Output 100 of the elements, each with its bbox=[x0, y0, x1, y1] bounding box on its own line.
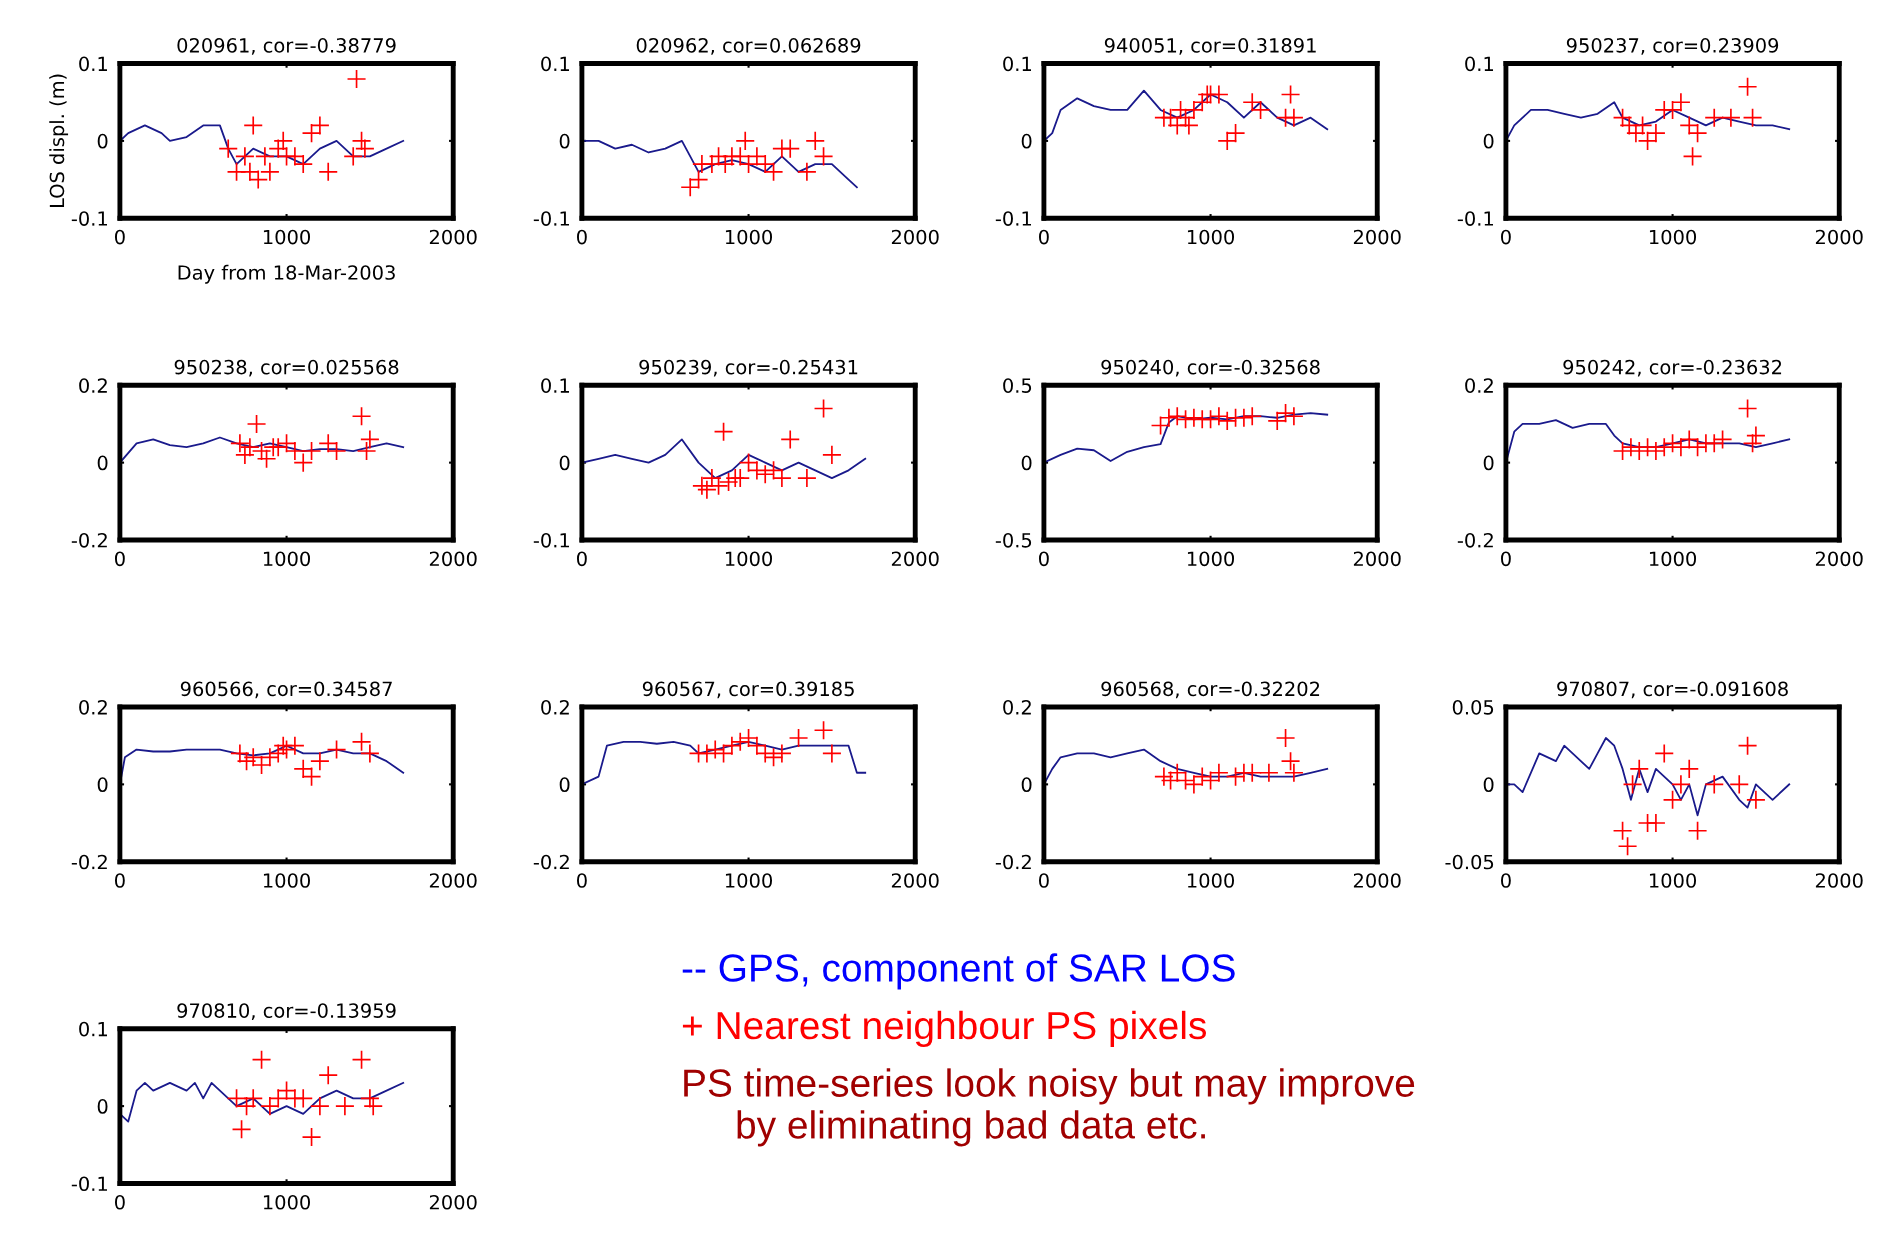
x-tick-label: 2000 bbox=[429, 551, 477, 567]
point bbox=[236, 751, 257, 772]
point bbox=[1629, 759, 1650, 779]
y-tick-label: 0 bbox=[1483, 455, 1494, 471]
x-tick-label: 2000 bbox=[1815, 873, 1863, 888]
x-tick-label: 2000 bbox=[1353, 873, 1401, 888]
y-tick-label: 0 bbox=[1483, 777, 1494, 793]
point bbox=[1654, 743, 1675, 764]
y-tick-label: -0.2 bbox=[995, 854, 1031, 870]
point bbox=[788, 728, 809, 748]
x-tick-label: 2000 bbox=[1815, 551, 1863, 567]
point bbox=[1242, 762, 1263, 783]
point bbox=[1209, 406, 1229, 427]
y-tick-label: 0 bbox=[97, 1099, 108, 1114]
point bbox=[797, 468, 817, 488]
y-tick-label: 0.2 bbox=[541, 699, 569, 715]
y-axis-title: LOS displ. (m) bbox=[49, 74, 69, 208]
point bbox=[293, 759, 314, 779]
point bbox=[813, 398, 834, 419]
point bbox=[1704, 107, 1725, 128]
point bbox=[1209, 84, 1229, 105]
point bbox=[738, 452, 759, 473]
point bbox=[246, 414, 267, 434]
line-series bbox=[119, 124, 405, 165]
point bbox=[318, 161, 339, 182]
point bbox=[1687, 820, 1708, 841]
point bbox=[1622, 774, 1643, 795]
x-tick-label: 1000 bbox=[263, 873, 311, 888]
x-tick-label: 2000 bbox=[1815, 229, 1863, 245]
y-tick-label: 0 bbox=[97, 777, 108, 793]
x-tick-label: 1000 bbox=[725, 551, 773, 567]
point bbox=[1737, 76, 1758, 97]
point bbox=[772, 743, 792, 764]
point bbox=[310, 751, 330, 772]
point bbox=[797, 161, 817, 182]
point bbox=[318, 433, 339, 454]
line-series bbox=[119, 1082, 405, 1123]
point bbox=[813, 720, 834, 741]
y-tick-label: -0.1 bbox=[1457, 211, 1494, 226]
point bbox=[1662, 789, 1683, 810]
chart-title: 960567, cor=0.39185 bbox=[642, 681, 854, 699]
point bbox=[1280, 84, 1301, 105]
point bbox=[285, 735, 305, 756]
x-tick-label: 2000 bbox=[891, 551, 939, 567]
x-tick-label: 1000 bbox=[1187, 229, 1235, 245]
chart-title: 970810, cor=-0.13959 bbox=[177, 1003, 396, 1020]
point bbox=[226, 1088, 247, 1109]
y-tick-label: 0 bbox=[97, 455, 108, 471]
y-tick-label: 0 bbox=[97, 133, 108, 149]
point bbox=[351, 406, 372, 427]
point bbox=[1259, 762, 1279, 783]
point bbox=[293, 154, 314, 174]
point bbox=[1742, 433, 1763, 454]
y-tick-label: -0.2 bbox=[71, 854, 107, 870]
y-tick-label: 0 bbox=[559, 455, 570, 471]
x-tick-label: 0 bbox=[114, 1194, 125, 1210]
point bbox=[1646, 813, 1666, 833]
point bbox=[805, 131, 826, 151]
y-tick-label: 0.2 bbox=[1003, 699, 1031, 715]
x-tick-label: 2000 bbox=[1353, 229, 1401, 245]
point bbox=[310, 1096, 330, 1116]
point bbox=[363, 1096, 384, 1116]
point bbox=[822, 445, 842, 465]
point bbox=[1721, 107, 1741, 128]
x-tick-label: 1000 bbox=[1649, 229, 1697, 245]
y-tick-label: -0.1 bbox=[533, 211, 569, 226]
line-series bbox=[581, 740, 867, 786]
point bbox=[1662, 433, 1683, 454]
point bbox=[780, 429, 801, 450]
point bbox=[1704, 433, 1725, 454]
point bbox=[1612, 820, 1633, 841]
point bbox=[1746, 789, 1766, 810]
point bbox=[718, 472, 739, 492]
point bbox=[730, 146, 751, 167]
point bbox=[1682, 146, 1703, 167]
point bbox=[285, 441, 305, 461]
point bbox=[1217, 411, 1238, 431]
line-series bbox=[1043, 89, 1329, 142]
point bbox=[1621, 437, 1641, 458]
point bbox=[1737, 398, 1758, 419]
point bbox=[351, 731, 372, 752]
point bbox=[243, 747, 264, 768]
y-tick-label: 0 bbox=[1021, 133, 1032, 149]
y-tick-label: 0 bbox=[1021, 777, 1032, 793]
y-tick-label: -0.2 bbox=[71, 532, 107, 548]
x-tick-label: 0 bbox=[114, 873, 125, 888]
y-tick-label: 0.2 bbox=[1465, 378, 1493, 393]
point bbox=[1612, 107, 1633, 128]
point bbox=[268, 743, 289, 764]
point bbox=[755, 154, 776, 174]
point bbox=[231, 1119, 252, 1140]
y-tick-label: 0.5 bbox=[1003, 378, 1032, 393]
point bbox=[1167, 406, 1188, 427]
y-tick-label: 0.1 bbox=[541, 378, 569, 393]
point bbox=[1175, 770, 1196, 791]
point bbox=[235, 146, 255, 167]
point bbox=[1200, 409, 1221, 430]
point bbox=[755, 464, 776, 485]
point bbox=[708, 475, 729, 496]
point bbox=[763, 161, 784, 182]
